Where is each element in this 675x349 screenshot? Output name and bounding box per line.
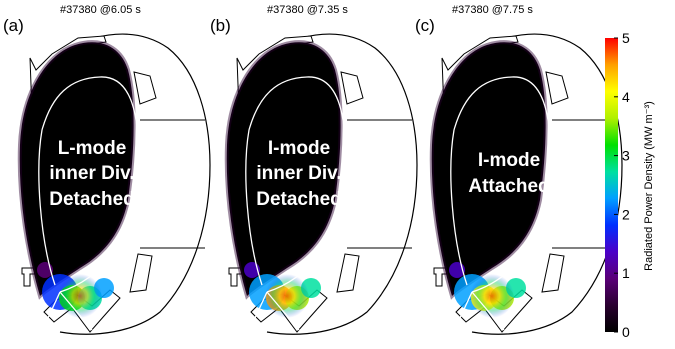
plasma-emission-map [17,40,140,331]
separatrix [450,76,552,293]
vessel-wall [59,33,211,335]
panel-title: #37380 @6.05 s [60,4,141,16]
regime-annotation: I-mode Attached [468,150,549,197]
vessel-wall [471,33,623,335]
panel-c: #37380 @7.75 s (c) I-mode Attached [415,4,623,335]
colorbar-tick-label: 3 [622,148,630,164]
separatrix [38,76,140,293]
separatrix-legs [459,291,505,331]
vessel-wall [266,33,418,335]
colorbar-tick-label: 5 [622,30,630,46]
plasma-edge [17,40,136,300]
outer-limiter-upper [545,71,569,105]
panel-a: #37380 @6.05 s (a) L-mode inner Div. Det… [3,4,211,335]
panel-title: #37380 @7.35 s [267,4,348,16]
annotation-line-2: inner Div. [49,163,134,184]
colorbar-tick-label: 1 [622,265,630,281]
outer-limiter-upper [340,71,364,105]
colorbar-bar [605,38,618,332]
plasma-core [226,42,341,297]
annotation-line-2: Attached [468,176,549,197]
separatrix-legs [47,291,93,331]
plasma-emission-map [224,40,347,331]
panel-label: (b) [210,16,231,35]
divertor-hotspot [470,274,514,318]
separatrix [245,76,347,293]
colorbar-tick-label: 4 [622,89,630,105]
colorbar-tick-label: 2 [622,206,630,222]
divertor-hotspot [265,274,309,318]
annotation-line-3: Detached [256,189,342,210]
plasma-emission-map [429,40,552,331]
plasma-edge [224,40,343,300]
plasma-edge [429,40,548,300]
outer-limiter-lower [129,253,153,293]
annotation-line-1: I-mode [268,138,330,159]
annotation-line-3: Detached [49,189,135,210]
colorbar-label: Radiated Power Density (MW m⁻³) [643,101,655,271]
outer-limiter-upper [133,71,157,105]
annotation-line-2: inner Div. [256,163,341,184]
panel-label: (c) [415,16,435,35]
separatrix-legs [254,291,300,331]
annotation-line-1: I-mode [478,150,540,171]
outer-limiter-lower [541,253,565,293]
colorbar-ticks: 0 1 2 3 4 5 [614,30,630,340]
colorbar: 0 1 2 3 4 5 Radiated Power Density (MW m⁻³) [605,30,655,340]
regime-annotation: I-mode inner Div. Detached [256,138,342,210]
colorbar-tick-label: 0 [622,324,630,340]
panel-title: #37380 @7.75 s [452,4,533,16]
panel-b: #37380 @7.35 s (b) I-mode inner Div. Det… [210,4,418,335]
regime-annotation: L-mode inner Div. Detached [49,138,135,210]
divertor-hotspot [58,274,102,318]
plasma-core [431,42,546,297]
plasma-core [19,42,134,297]
panel-label: (a) [3,16,24,35]
annotation-line-1: L-mode [58,138,127,159]
outer-limiter-lower [336,253,360,293]
